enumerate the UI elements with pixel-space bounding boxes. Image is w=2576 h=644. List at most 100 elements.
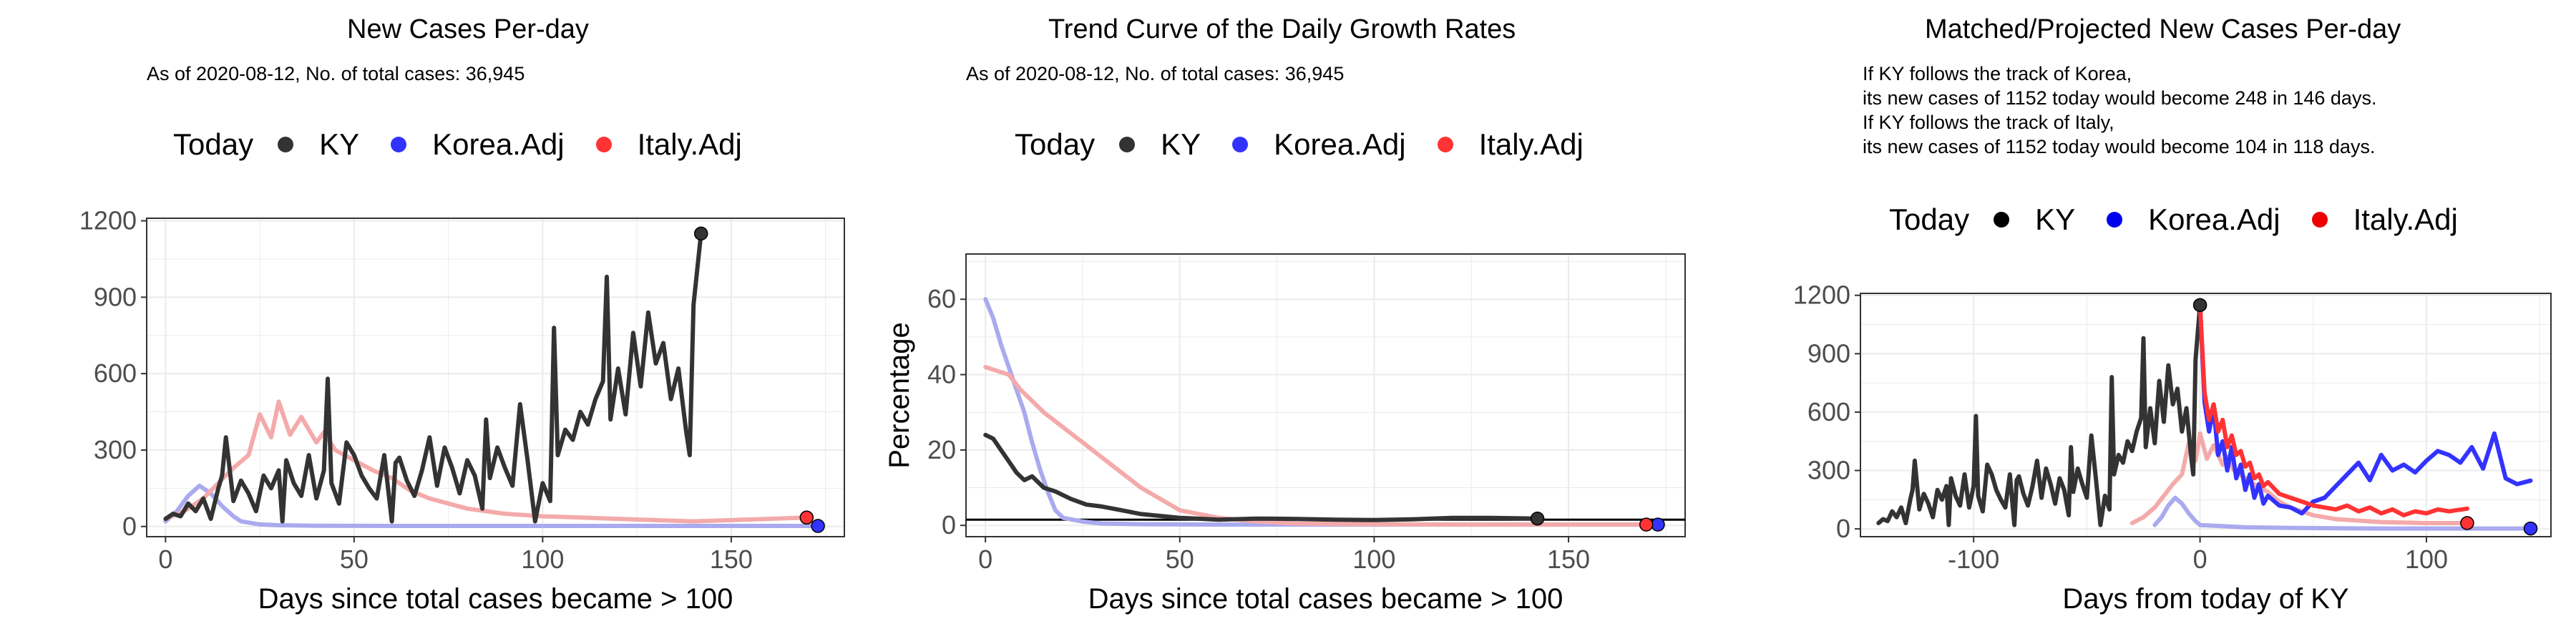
legend-item-italy: Italy.Adj xyxy=(2311,203,2458,237)
y-tick-label: 900 xyxy=(1807,338,1850,368)
legend-dot-italy xyxy=(1437,137,1453,152)
projection-notes: If KY follows the track of Korea, its ne… xyxy=(1863,62,2376,159)
series-line-korea-adj xyxy=(2197,303,2533,516)
x-tick-label: 100 xyxy=(2405,545,2448,574)
y-tick-label: 1200 xyxy=(79,206,137,235)
x-axis-label: Days since total cases became > 100 xyxy=(1088,583,1563,615)
legend-item-italy: Italy.Adj xyxy=(1437,127,1584,162)
today-point-ky xyxy=(693,226,708,241)
legend-label-italy: Italy.Adj xyxy=(1478,127,1584,161)
x-tick-label: 0 xyxy=(978,545,992,574)
x-tick-label: -100 xyxy=(1948,545,1999,574)
legend-dot-ky xyxy=(1119,137,1136,152)
plot-new-cases: 0 50 100 150 0 300 600 900 1200 Days since total … xyxy=(79,206,845,615)
panel-projected: Matched/Projected New Cases Per-day If K… xyxy=(1710,0,2576,644)
x-tick-label: 0 xyxy=(2193,545,2207,574)
series-line-italy-adj xyxy=(983,365,1649,527)
y-tick-label: 1200 xyxy=(1793,280,1850,310)
legend-item-ky: KY xyxy=(278,127,359,162)
chart-legend: Today KY Korea.Adj Italy.Adj xyxy=(173,127,774,162)
series-line-italy-adj xyxy=(163,399,809,524)
series-line-italy-adj xyxy=(2197,303,2469,518)
x-tick-label: 150 xyxy=(1547,545,1590,574)
note-korea-line1: If KY follows the track of Korea, xyxy=(1863,63,2132,84)
today-point-italy-adj xyxy=(1639,517,1654,532)
chart-title: Matched/Projected New Cases Per-day xyxy=(1925,14,2401,44)
chart-title: Trend Curve of the Daily Growth Rates xyxy=(1048,14,1516,44)
legend-item-italy: Italy.Adj xyxy=(595,127,742,162)
chart-subtitle: As of 2020-08-12, No. of total cases: 36… xyxy=(966,63,1345,84)
plot-projected: -100 0 100 0 300 600 900 1200 Days from today of… xyxy=(1793,280,2552,615)
note-italy-line1: If KY follows the track of Italy, xyxy=(1863,112,2114,133)
chart-title: New Cases Per-day xyxy=(347,14,589,44)
panel-growth-rates: Trend Curve of the Daily Growth Rates As… xyxy=(852,0,1710,644)
y-tick-label: 0 xyxy=(122,512,137,541)
x-axis-label: Days since total cases became > 100 xyxy=(258,583,733,615)
today-point-korea-adj xyxy=(1651,517,1665,532)
y-tick-label: 300 xyxy=(94,435,137,464)
y-tick-label: 60 xyxy=(927,284,956,313)
today-point-korea-adj xyxy=(2523,521,2538,536)
legend-title: Today xyxy=(1889,203,1970,236)
x-tick-label: 50 xyxy=(1166,545,1194,574)
y-tick-label: 0 xyxy=(942,510,956,540)
panel-new-cases: New Cases Per-day As of 2020-08-12, No. … xyxy=(0,0,852,644)
legend-dot-italy xyxy=(2311,212,2328,228)
series-line-ky xyxy=(983,432,1540,522)
legend-label-ky: KY xyxy=(1161,127,1201,161)
series-line-korea-adj xyxy=(983,297,1660,527)
plot-border xyxy=(965,253,1686,537)
legend-dot-italy xyxy=(595,137,612,152)
series-line-korea-adj xyxy=(163,483,821,528)
x-tick-label: 150 xyxy=(710,545,753,574)
legend-item-ky: KY xyxy=(1119,127,1201,162)
legend-dot-ky xyxy=(278,137,294,152)
legend-item-ky: KY xyxy=(1994,203,2075,237)
legend-label-italy: Italy.Adj xyxy=(2353,203,2458,236)
legend-label-italy: Italy.Adj xyxy=(637,127,742,161)
y-tick-label: 20 xyxy=(927,435,956,464)
legend-dot-ky xyxy=(1994,212,2010,228)
x-tick-label: 100 xyxy=(1352,545,1395,574)
x-axis-label: Days from today of KY xyxy=(2062,583,2348,615)
legend-item-korea: Korea.Adj xyxy=(1232,127,1406,162)
legend-dot-korea xyxy=(2107,212,2123,228)
y-tick-label: 40 xyxy=(927,360,956,389)
y-tick-label: 0 xyxy=(1836,514,1850,543)
today-point-korea-adj xyxy=(811,519,825,533)
chart-legend: Today KY Korea.Adj Italy.Adj xyxy=(1015,127,1615,162)
legend-label-ky: KY xyxy=(319,127,360,161)
x-tick-label: 50 xyxy=(340,545,369,574)
y-axis-label: Percentage xyxy=(884,322,915,469)
grid xyxy=(147,218,844,537)
today-point-ky xyxy=(1530,511,1545,526)
y-tick-label: 600 xyxy=(1807,397,1850,426)
plot-border xyxy=(146,218,845,537)
note-korea-line2: its new cases of 1152 today would become… xyxy=(1863,87,2377,109)
legend-dot-korea xyxy=(391,137,407,152)
legend-label-ky: KY xyxy=(2035,203,2076,236)
legend-label-korea: Korea.Adj xyxy=(432,127,565,161)
x-tick-label: 0 xyxy=(158,545,172,574)
series-line-ky xyxy=(163,231,703,524)
x-tick-label: 100 xyxy=(521,545,564,574)
series-line-ky xyxy=(1876,303,2202,527)
today-point-italy-adj xyxy=(2460,516,2474,530)
chart-legend: Today KY Korea.Adj Italy.Adj xyxy=(1889,203,2489,237)
legend-label-korea: Korea.Adj xyxy=(2148,203,2280,236)
legend-item-korea: Korea.Adj xyxy=(391,127,565,162)
legend-title: Today xyxy=(173,127,254,161)
y-tick-label: 300 xyxy=(1807,456,1850,485)
today-point-italy-adj xyxy=(799,510,814,525)
plot-border xyxy=(1860,293,2552,537)
series-line-korea-adj-past xyxy=(2152,495,2533,531)
legend-dot-korea xyxy=(1232,137,1249,152)
y-tick-label: 900 xyxy=(94,282,137,311)
legend-label-korea: Korea.Adj xyxy=(1274,127,1406,161)
y-tick-label: 600 xyxy=(94,358,137,388)
legend-item-korea: Korea.Adj xyxy=(2107,203,2280,237)
legend-title: Today xyxy=(1015,127,1096,161)
note-italy-line2: its new cases of 1152 today would become… xyxy=(1863,136,2376,157)
grid xyxy=(966,254,1685,537)
plot-growth-rates: 0 50 100 150 0 20 40 60 Days since total cases b… xyxy=(884,253,1686,615)
